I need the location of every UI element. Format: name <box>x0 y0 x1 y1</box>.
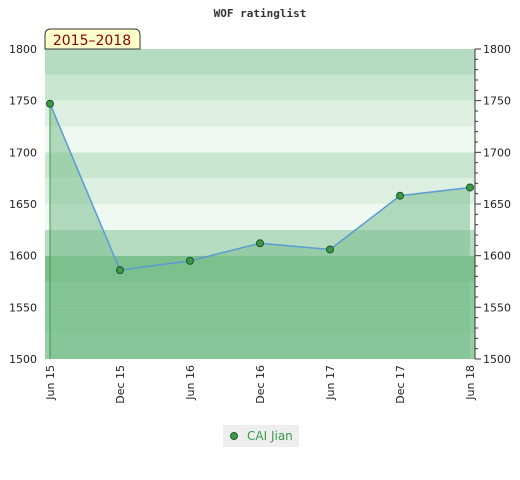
data-point-jun-15 <box>46 99 54 108</box>
y-tick-label-right: 1600 <box>483 250 511 263</box>
chart-title: WOF ratinglist <box>214 7 307 20</box>
x-tick-label: Jun 16 <box>184 365 197 401</box>
data-point-jun-16 <box>186 256 194 265</box>
data-point-dec-16 <box>256 239 264 248</box>
background-band <box>45 126 475 153</box>
series-area <box>50 103 470 360</box>
legend-marker <box>230 432 238 440</box>
y-tick-label-right: 1750 <box>483 95 511 108</box>
period-badge: 2015–2018 <box>44 28 141 50</box>
data-point-jun-18 <box>466 183 474 192</box>
data-points <box>46 99 474 275</box>
x-tick-label: Dec 16 <box>254 365 267 404</box>
y-axis-left: 1500 1550 1600 1650 1700 1750 1800 <box>9 43 37 366</box>
y-tick-label-left: 1600 <box>9 250 37 263</box>
rating-area <box>50 103 470 360</box>
legend-box <box>223 425 299 447</box>
period-badge-background <box>44 28 141 50</box>
y-tick-label-right: 1550 <box>483 301 511 314</box>
background-band <box>45 49 475 75</box>
period-label: 2015–2018 <box>53 33 131 49</box>
y-tick-label-left: 1800 <box>9 43 37 56</box>
y-tick-label-right: 1650 <box>483 198 511 211</box>
y-tick-label-right: 1500 <box>483 353 511 366</box>
x-axis: Jun 15 Dec 15 Jun 16 Dec 16 Jun 17 Dec 17 Jun … <box>44 365 477 404</box>
data-point-dec-15 <box>116 266 124 275</box>
y-tick-label-left: 1500 <box>9 353 37 366</box>
x-tick-label: Dec 17 <box>394 365 407 404</box>
background-band <box>45 152 475 179</box>
x-tick-label: Jun 17 <box>324 365 337 401</box>
legend: CAI Jian <box>223 425 299 447</box>
y-axis-right: 1500 1550 1600 1650 1700 1750 1800 <box>474 43 511 366</box>
data-point-dec-17 <box>396 191 404 200</box>
y-tick-label-right: 1700 <box>483 146 511 159</box>
legend-series-name: CAI Jian <box>247 429 293 443</box>
y-tick-label-left: 1550 <box>9 301 37 314</box>
background-band <box>45 74 475 101</box>
y-tick-label-left: 1700 <box>9 146 37 159</box>
y-tick-label-left: 1750 <box>9 95 37 108</box>
x-tick-label: Jun 18 <box>464 365 477 401</box>
y-tick-label-left: 1650 <box>9 198 37 211</box>
data-point-jun-17 <box>326 245 334 254</box>
background-band <box>45 100 475 127</box>
x-tick-label: Jun 15 <box>44 365 57 401</box>
x-tick-label: Dec 15 <box>114 365 127 404</box>
y-tick-label-right: 1800 <box>483 43 511 56</box>
